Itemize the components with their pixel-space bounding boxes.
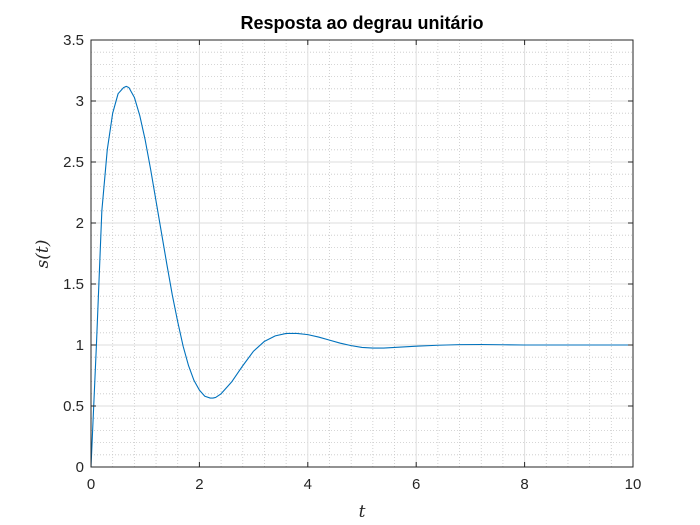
y-axis-label: s(t) bbox=[33, 240, 53, 269]
x-axis-label: t bbox=[359, 502, 366, 522]
chart-title: Resposta ao degrau unitário bbox=[240, 13, 483, 33]
x-tick-label: 0 bbox=[87, 476, 95, 493]
y-tick-label: 2.5 bbox=[63, 154, 84, 171]
y-tick-label: 0.5 bbox=[63, 398, 84, 415]
x-tick-label: 2 bbox=[195, 476, 203, 493]
plot-area bbox=[91, 40, 633, 467]
y-tick-label: 3.5 bbox=[63, 32, 84, 49]
x-tick-label: 8 bbox=[520, 476, 528, 493]
x-tick-label: 4 bbox=[304, 476, 312, 493]
minor-grid bbox=[91, 40, 633, 467]
axes-box bbox=[90, 39, 634, 468]
series-line-step-response bbox=[90, 85, 633, 468]
y-tick-label: 0 bbox=[76, 459, 84, 476]
y-axis-ticks: 0 0.5 1 1.5 2 2.5 3 3.5 bbox=[63, 32, 633, 476]
y-tick-label: 3 bbox=[76, 93, 84, 110]
x-tick-label: 10 bbox=[625, 476, 642, 493]
x-axis-ticks: 0 2 4 6 8 10 bbox=[87, 40, 642, 493]
y-tick-label: 1.5 bbox=[63, 276, 84, 293]
series-layer bbox=[90, 85, 633, 468]
y-tick-label: 2 bbox=[76, 215, 84, 232]
y-tick-label: 1 bbox=[76, 337, 84, 354]
x-tick-label: 6 bbox=[412, 476, 420, 493]
